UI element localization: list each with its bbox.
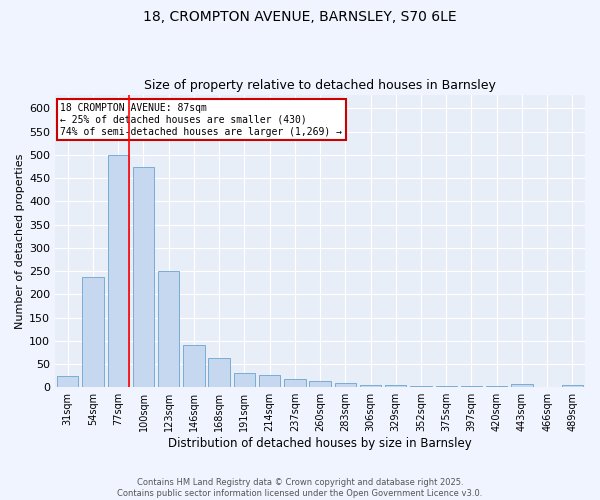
- X-axis label: Distribution of detached houses by size in Barnsley: Distribution of detached houses by size …: [168, 437, 472, 450]
- Bar: [335, 382, 356, 387]
- Text: Contains HM Land Registry data © Crown copyright and database right 2025.
Contai: Contains HM Land Registry data © Crown c…: [118, 478, 482, 498]
- Bar: [436, 386, 457, 387]
- Bar: [259, 374, 280, 387]
- Bar: [133, 168, 154, 387]
- Bar: [360, 385, 381, 387]
- Bar: [82, 276, 104, 387]
- Title: Size of property relative to detached houses in Barnsley: Size of property relative to detached ho…: [144, 79, 496, 92]
- Bar: [461, 386, 482, 387]
- Bar: [284, 379, 305, 387]
- Bar: [385, 386, 406, 387]
- Y-axis label: Number of detached properties: Number of detached properties: [15, 153, 25, 328]
- Bar: [310, 381, 331, 387]
- Bar: [486, 386, 508, 387]
- Bar: [57, 376, 79, 387]
- Bar: [208, 358, 230, 387]
- Bar: [233, 374, 255, 387]
- Bar: [107, 155, 129, 387]
- Bar: [183, 346, 205, 387]
- Text: 18, CROMPTON AVENUE, BARNSLEY, S70 6LE: 18, CROMPTON AVENUE, BARNSLEY, S70 6LE: [143, 10, 457, 24]
- Bar: [158, 271, 179, 387]
- Bar: [562, 385, 583, 387]
- Bar: [511, 384, 533, 387]
- Bar: [410, 386, 432, 387]
- Text: 18 CROMPTON AVENUE: 87sqm
← 25% of detached houses are smaller (430)
74% of semi: 18 CROMPTON AVENUE: 87sqm ← 25% of detac…: [61, 104, 343, 136]
